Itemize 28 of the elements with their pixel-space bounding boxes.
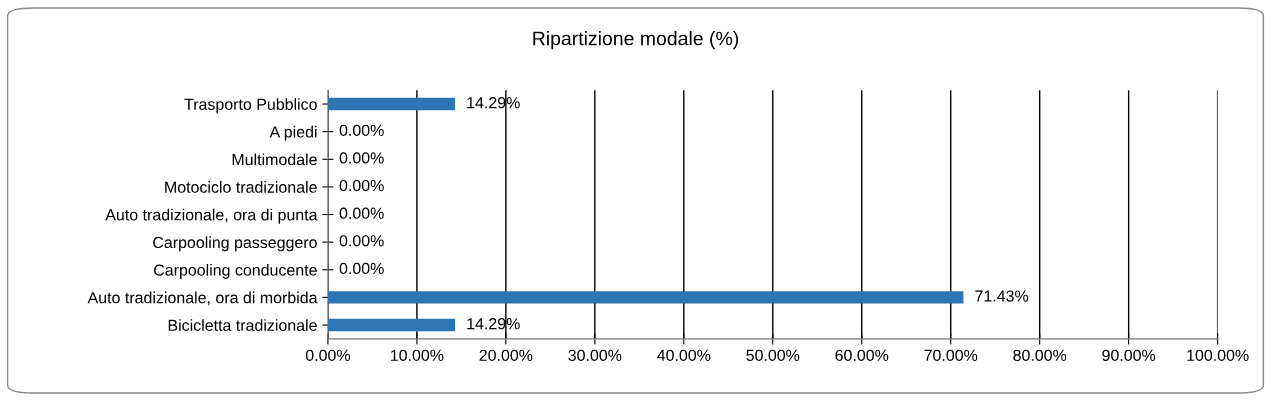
data-label: 0.00% [339, 262, 384, 275]
x-tick-label: 80.00% [1013, 349, 1067, 361]
data-label: 0.00% [339, 124, 384, 136]
x-tick-label: 20.00% [479, 349, 533, 361]
x-tick-label: 30.00% [568, 349, 622, 361]
y-tick-label: Auto tradizionale, ora di punta [105, 208, 318, 224]
y-tick-label: Trasporto Pubblico [184, 98, 317, 114]
data-label: 0.00% [339, 235, 384, 247]
x-tick-label: 50.00% [746, 349, 800, 361]
data-label: 0.00% [339, 207, 384, 219]
y-tick-label: Auto tradizionale, ora di morbida [87, 291, 318, 306]
chart-title: Ripartizione modale (%) [533, 31, 739, 50]
y-tick-label: Carpooling conducente [154, 264, 317, 279]
y-tick-label: Multimodale [232, 153, 317, 166]
y-tick-label: Motociclo tradizionale [165, 181, 317, 193]
x-tick-label: 40.00% [657, 349, 711, 361]
x-tick-label: 10.00% [391, 349, 444, 361]
x-tick-label: 90.00% [1102, 349, 1156, 361]
x-tick-label: 0.00% [305, 349, 350, 361]
x-tick-label: 60.00% [835, 349, 889, 361]
x-tick-label: 100.00% [1187, 349, 1249, 361]
y-tick-label: Bicicletta tradizionale [168, 319, 317, 331]
data-label: 71.43% [975, 290, 1029, 302]
y-tick-label: A piedi [269, 125, 317, 141]
data-label: 0.00% [339, 179, 384, 192]
data-label: 0.00% [339, 152, 384, 164]
y-tick-label: Carpooling passeggero [153, 236, 317, 252]
x-tick-label: 70.00% [924, 349, 978, 361]
